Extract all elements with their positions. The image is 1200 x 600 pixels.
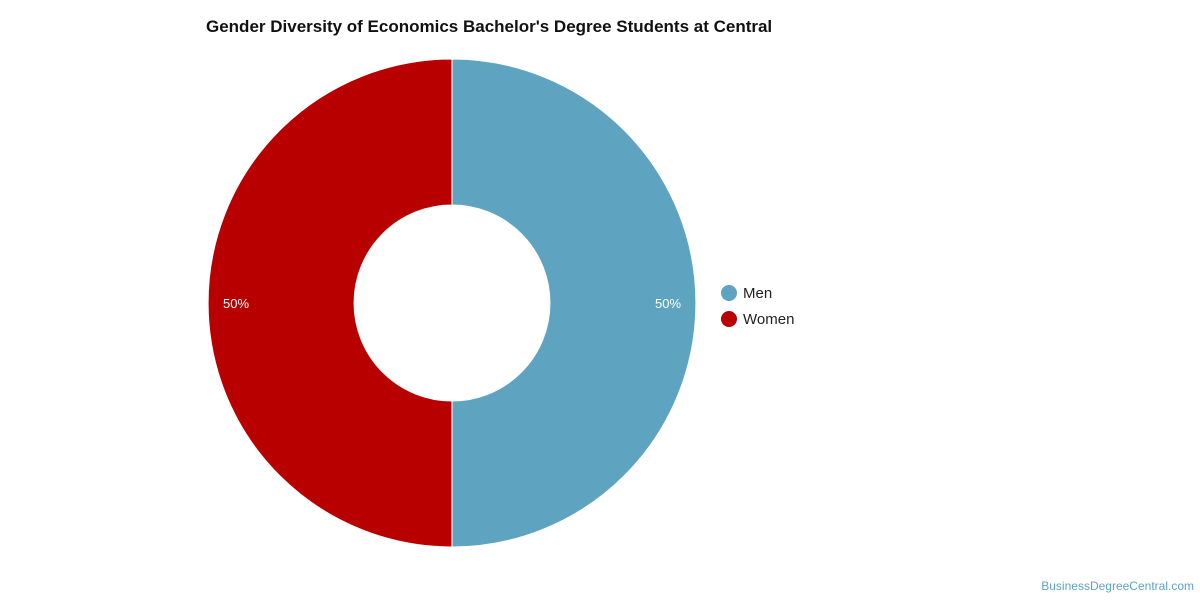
slice-value-label-men: 50%	[655, 296, 681, 311]
legend-item-women[interactable]: Women	[721, 306, 794, 332]
source-watermark[interactable]: BusinessDegreeCentral.com	[1041, 579, 1194, 593]
donut-slice-women[interactable]	[207, 58, 453, 548]
legend-label-men: Men	[743, 284, 773, 302]
legend-swatch-women	[721, 311, 737, 327]
legend-item-men[interactable]: Men	[721, 280, 794, 306]
chart-title: Gender Diversity of Economics Bachelor's…	[206, 17, 773, 36]
slice-value-label-women: 50%	[223, 296, 249, 311]
chart-legend: Men Women	[721, 280, 794, 332]
legend-label-women: Women	[743, 310, 795, 328]
legend-swatch-men	[721, 285, 737, 301]
donut-slice-men[interactable]	[451, 58, 697, 548]
